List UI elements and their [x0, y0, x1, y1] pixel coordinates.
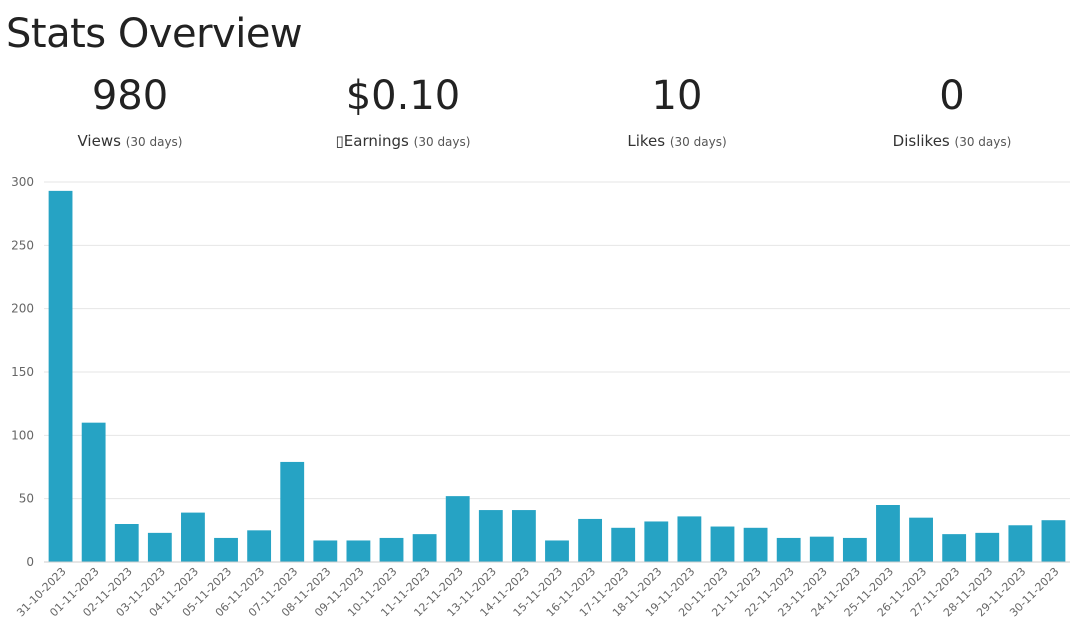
stat-dislikes: 0 Dislikes (30 days)	[822, 70, 1073, 150]
bar	[379, 537, 404, 562]
bar	[412, 534, 437, 562]
bar	[313, 540, 338, 562]
y-tick-label: 150	[11, 365, 34, 379]
stat-views: 980 Views (30 days)	[0, 70, 260, 150]
stat-earnings: $0.10 ▯Earnings (30 days)	[273, 70, 533, 150]
bar	[909, 517, 933, 562]
bar	[842, 537, 867, 562]
stat-period: (30 days)	[125, 135, 183, 149]
y-tick-label: 200	[11, 302, 34, 316]
stats-summary: 980 Views (30 days) $0.10 ▯Earnings (30 …	[0, 70, 1073, 160]
stat-label: Views (30 days)	[0, 132, 260, 150]
stat-label-text: ▯Earnings	[335, 132, 409, 150]
bar	[578, 518, 603, 562]
bar	[511, 510, 536, 562]
stat-value: 10	[651, 73, 703, 119]
bar	[48, 190, 73, 562]
bar	[346, 540, 371, 562]
bar	[644, 521, 669, 562]
bar	[478, 510, 503, 562]
bar	[214, 537, 238, 562]
bar	[975, 532, 1000, 562]
bar	[876, 505, 900, 562]
stat-label-text: Dislikes	[892, 132, 950, 150]
bar	[677, 516, 702, 562]
y-tick-label: 100	[11, 428, 34, 442]
bar	[611, 527, 636, 562]
stat-likes: 10 Likes (30 days)	[547, 70, 807, 150]
stat-value: 980	[91, 73, 169, 119]
stat-period: (30 days)	[413, 135, 471, 149]
stat-label: Dislikes (30 days)	[822, 132, 1073, 150]
bar	[81, 422, 106, 562]
page-title: Stats Overview	[6, 11, 303, 57]
stat-label: ▯Earnings (30 days)	[273, 132, 533, 150]
stat-label-text: Likes	[627, 132, 666, 150]
bar	[743, 527, 768, 562]
bar	[710, 526, 735, 562]
bar	[545, 540, 569, 562]
bar	[147, 532, 172, 562]
stat-label-text: Views	[77, 132, 121, 150]
stat-value: $0.10	[345, 73, 461, 119]
bar	[1008, 525, 1033, 562]
y-tick-label: 300	[11, 175, 34, 189]
bar	[1041, 520, 1066, 562]
bar	[247, 530, 272, 562]
stat-period: (30 days)	[954, 135, 1012, 149]
bar	[809, 536, 834, 562]
stat-label: Likes (30 days)	[547, 132, 807, 150]
y-tick-label: 50	[19, 492, 34, 506]
bar	[445, 496, 470, 562]
bar	[181, 512, 205, 562]
stat-period: (30 days)	[669, 135, 727, 149]
bar	[942, 534, 967, 562]
y-tick-label: 250	[11, 238, 34, 252]
bar	[776, 537, 801, 562]
views-bar-chart: 05010015020025030031-10-202301-11-202302…	[11, 175, 1070, 619]
bar	[280, 461, 305, 562]
bar	[114, 524, 139, 562]
stat-value: 0	[939, 73, 965, 119]
y-tick-label: 0	[26, 555, 34, 569]
